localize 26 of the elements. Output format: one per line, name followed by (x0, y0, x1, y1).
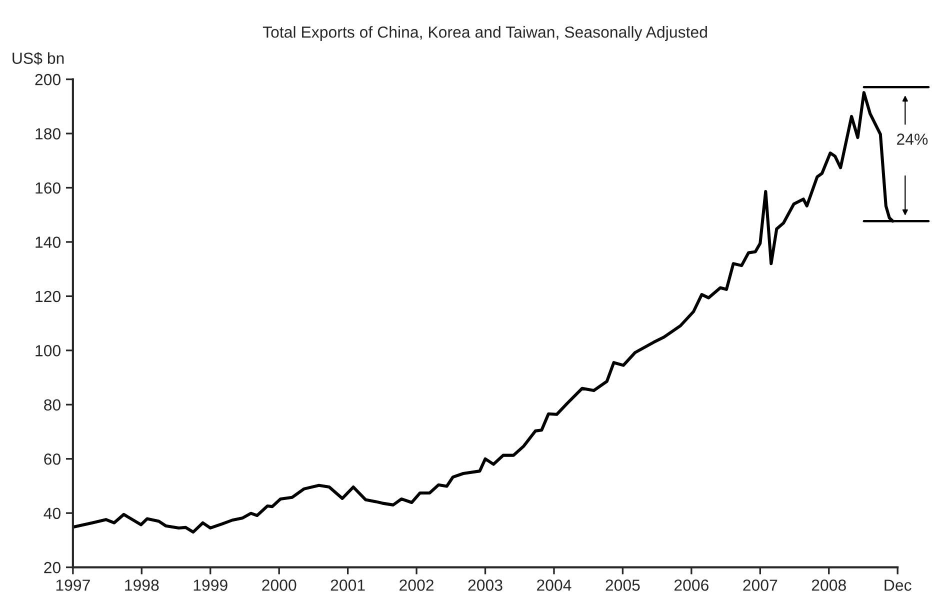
x-tick-label: 1997 (56, 580, 90, 591)
y-tick-label: 40 (44, 508, 60, 520)
y-tick-label: 120 (36, 290, 60, 302)
x-tick-label: 2007 (743, 580, 778, 591)
x-tick-label: 2006 (674, 580, 708, 591)
annotation: 24% (897, 134, 928, 145)
x-tick-label: 1999 (194, 580, 228, 591)
chart-title: Total Exports of China, Korea and Taiwan, Seasonally Adjusted (262, 26, 707, 41)
x-tick-label: 2001 (330, 580, 365, 591)
x-tick-label: 2004 (537, 580, 572, 591)
y-tick-label: 140 (36, 236, 60, 248)
y-tick-label: 200 (35, 74, 60, 86)
x-tick-label: 2005 (606, 580, 640, 591)
y-tick-label: 160 (36, 182, 60, 194)
y-tick-label: 60 (44, 453, 60, 465)
y-axis-title: US$ bn (12, 52, 64, 65)
x-tick-label: 2000 (262, 580, 296, 591)
y-tick-label: 100 (36, 345, 60, 356)
y-tick-label: 80 (44, 399, 60, 411)
x-tick-label: 2002 (400, 580, 434, 591)
x-tick-label: 1998 (125, 580, 159, 591)
x-tick-label: 2003 (468, 580, 502, 591)
y-tick-label: 20 (44, 562, 60, 574)
x-tick-label: 2008 (812, 580, 846, 591)
y-tick-label: 180 (36, 128, 60, 140)
x-tick-label: Dec (884, 580, 912, 591)
